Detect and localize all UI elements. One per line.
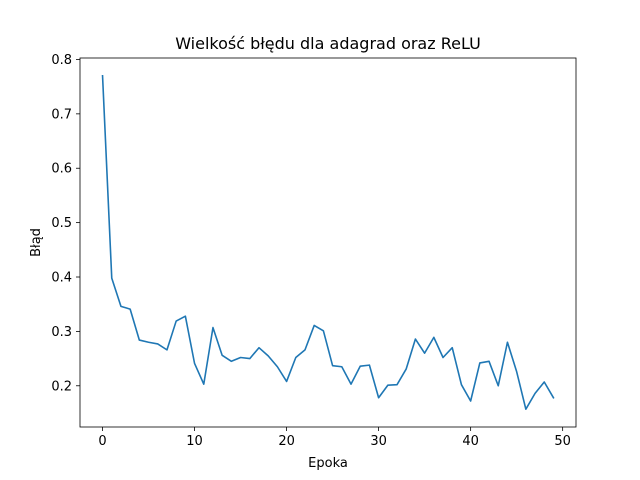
y-tick-label: 0.2 (51, 379, 72, 394)
ticks-layer: 0 10 20 30 40 50 0.2 0.3 0.4 0.5 0.6 0.7 0.8 (51, 53, 571, 449)
y-tick-label: 0.6 (51, 162, 72, 177)
series-layer (101, 74, 555, 410)
error-series-line (101, 74, 555, 410)
x-tick-label: 50 (554, 434, 571, 449)
plot-area-frame (79, 57, 577, 428)
y-tick-label: 0.4 (51, 271, 72, 286)
x-tick-label: 10 (186, 434, 203, 449)
x-tick-label: 30 (370, 434, 387, 449)
y-tick-label: 0.3 (51, 325, 72, 340)
x-tick-label: 20 (278, 434, 295, 449)
x-axis-label: Epoka (308, 456, 348, 471)
chart-title: Wielkość błędu dla adagrad oraz ReLU (175, 34, 481, 53)
y-tick-label: 0.5 (51, 216, 72, 231)
x-tick-label: 40 (462, 434, 479, 449)
y-axis-label: Błąd (29, 228, 44, 257)
y-tick-label: 0.7 (51, 107, 72, 122)
x-tick-label: 0 (98, 434, 106, 449)
y-tick-label: 0.8 (51, 53, 72, 68)
